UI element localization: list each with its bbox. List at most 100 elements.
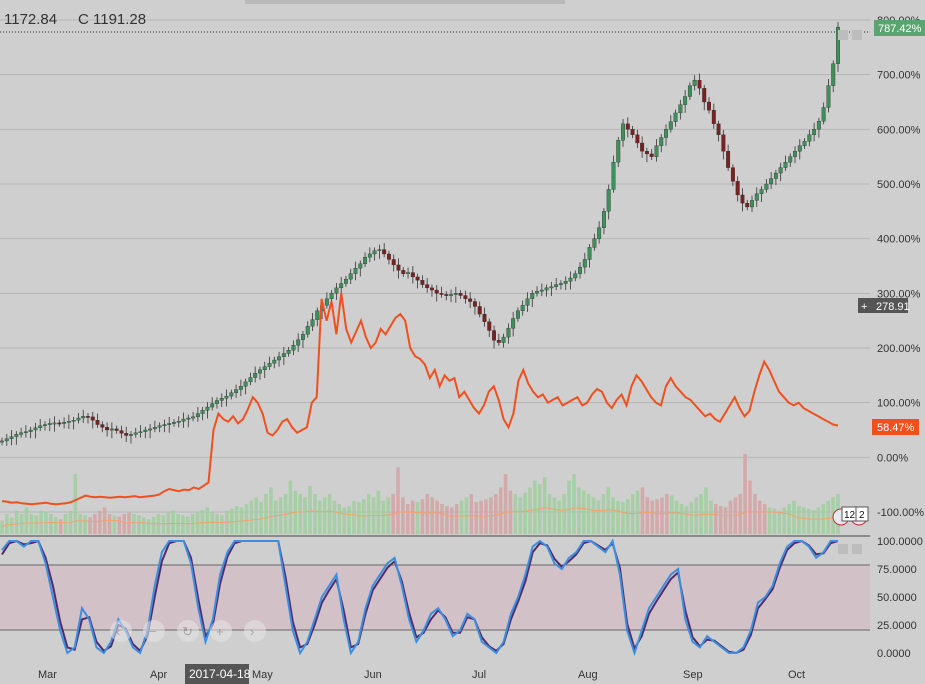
candle [305, 325, 310, 335]
candle [530, 293, 535, 299]
volume-bar [445, 506, 449, 534]
reset-icon[interactable] [177, 620, 199, 642]
volume-bar [797, 506, 801, 534]
candle [391, 259, 396, 266]
stoch-tick-label: 50.0000 [877, 592, 917, 604]
volume-bar [278, 497, 283, 534]
volume-bar [9, 517, 14, 534]
volume-bar [381, 500, 386, 534]
volume-bar [596, 500, 601, 534]
candle [544, 287, 549, 291]
candle [797, 145, 802, 152]
candle [425, 284, 430, 289]
candle [329, 293, 334, 299]
volume-bar [801, 507, 806, 534]
volume-bar [518, 497, 523, 534]
candle [124, 433, 129, 436]
volume-bar [723, 507, 728, 534]
candle [301, 334, 305, 340]
volume-bar [322, 497, 327, 534]
prev-icon[interactable] [110, 620, 132, 642]
plus-icon: + [861, 301, 867, 313]
volume-bar [674, 500, 679, 534]
candle [487, 321, 492, 331]
candle [396, 264, 401, 271]
y-tick-label: 200.00% [877, 343, 921, 355]
volume-bar [410, 500, 415, 534]
candle [539, 289, 544, 292]
panel-icon[interactable] [852, 30, 862, 40]
candle [267, 363, 272, 367]
volume-bar [625, 499, 630, 534]
candle [281, 353, 286, 357]
candle [234, 389, 239, 393]
next-icon[interactable] [244, 620, 266, 642]
volume-bar [767, 507, 772, 534]
volume-bar [665, 494, 669, 534]
zoom-out-icon[interactable] [143, 620, 165, 642]
candle [9, 436, 14, 439]
candle [86, 416, 90, 418]
candle [568, 277, 573, 282]
candle [535, 290, 539, 294]
volume-bar [542, 477, 547, 534]
volume-bar [112, 515, 117, 534]
volume-bar [655, 499, 659, 534]
candle [582, 259, 587, 268]
candle [372, 250, 377, 255]
volume-bar [484, 499, 488, 534]
price-badge[interactable]: + 278.91 [858, 298, 910, 313]
candle [836, 26, 840, 64]
svg-text:12: 12 [844, 510, 856, 521]
candle [764, 183, 769, 190]
x-tick-label: Oct [788, 669, 805, 681]
candle [687, 85, 692, 97]
volume-bar [718, 506, 723, 534]
candle [611, 161, 616, 190]
candle [520, 305, 525, 311]
candle [229, 392, 234, 397]
candle [630, 129, 635, 135]
x-tick-label: Mar [38, 669, 57, 681]
candle [692, 79, 697, 86]
candle [286, 350, 291, 354]
volume-bar [806, 508, 811, 534]
candle [788, 156, 793, 163]
x-tick-label: Sep [683, 669, 703, 681]
candle [601, 211, 606, 228]
volume-bar [611, 497, 615, 534]
panel-icon[interactable] [852, 544, 862, 554]
volume-bar [645, 497, 650, 534]
volume-bar [161, 515, 166, 534]
volume-bar [709, 500, 713, 534]
volume-bar [606, 487, 611, 534]
candle [659, 137, 664, 146]
candle [721, 134, 726, 152]
volume-bar [220, 515, 224, 534]
candle [420, 280, 425, 285]
candle [759, 189, 764, 194]
candle [410, 272, 415, 278]
panel-icon[interactable] [838, 30, 848, 40]
candle [745, 202, 750, 208]
candle [754, 193, 759, 201]
top-tab [245, 0, 565, 4]
svg-text:−: − [149, 624, 157, 639]
panel-icon[interactable] [838, 544, 848, 554]
candle [296, 339, 301, 346]
volume-bar [376, 490, 381, 534]
candle [186, 417, 191, 420]
candle [43, 424, 47, 426]
candle [162, 424, 167, 426]
candle [472, 301, 477, 307]
volume-bar [122, 514, 127, 534]
candle [683, 96, 688, 105]
zoom-in-icon[interactable] [210, 620, 232, 642]
volume-bar [435, 500, 439, 534]
volume-bar [244, 504, 249, 534]
volume-bar [694, 497, 699, 534]
us-flag-icon[interactable]: 12 2 [832, 506, 869, 526]
volume-bar [660, 497, 664, 534]
volume-bar [337, 504, 342, 534]
